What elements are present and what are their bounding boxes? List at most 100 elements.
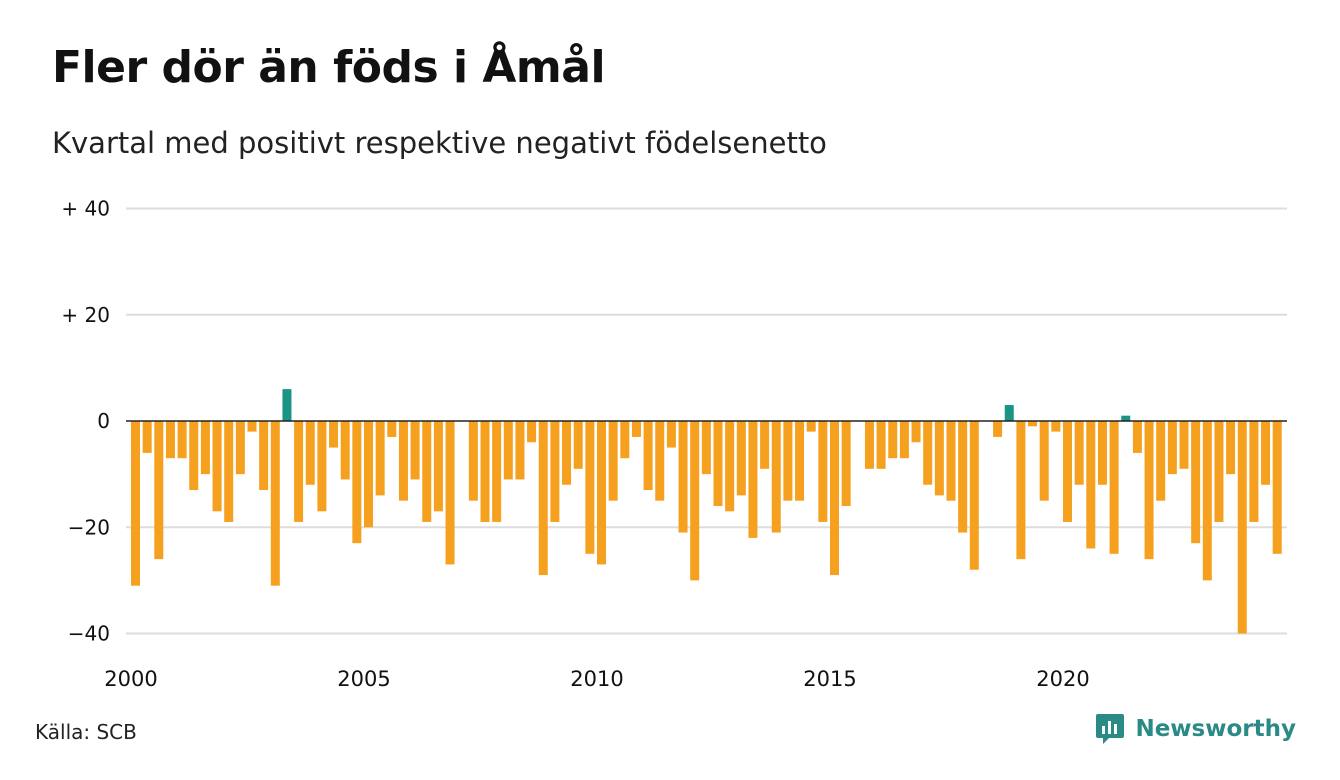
- bar: [492, 421, 502, 522]
- bar: [468, 421, 478, 501]
- bar: [760, 421, 770, 469]
- bar: [1272, 421, 1282, 554]
- bar: [748, 421, 758, 538]
- bar: [480, 421, 490, 522]
- bar: [608, 421, 618, 501]
- bar: [1004, 405, 1014, 421]
- bar: [1132, 421, 1142, 453]
- bar: [259, 421, 269, 491]
- bar: [620, 421, 630, 459]
- bar: [597, 421, 606, 565]
- bar: [235, 421, 245, 475]
- bar: [294, 421, 304, 522]
- brand-name: Newsworthy: [1135, 716, 1296, 742]
- bar: [1097, 421, 1107, 485]
- x-tick-label: 2000: [104, 667, 157, 691]
- bar: [317, 421, 327, 512]
- bar: [154, 421, 164, 560]
- bar: [445, 421, 455, 565]
- bar: [515, 421, 525, 480]
- bar: [690, 421, 700, 581]
- bar: [1039, 421, 1049, 501]
- y-tick-label: −20: [68, 515, 110, 539]
- bar: [736, 421, 746, 496]
- bar: [1028, 421, 1038, 427]
- chart-subtitle: Kvartal med positivt respektive negativt…: [52, 126, 827, 160]
- bar: [305, 421, 315, 485]
- chart-title: Fler dör än föds i Åmål: [52, 42, 606, 93]
- bar: [934, 421, 944, 496]
- bar: [946, 421, 956, 501]
- bar: [643, 421, 653, 491]
- bar: [1202, 421, 1212, 581]
- bar: [1109, 421, 1119, 554]
- bar: [806, 421, 816, 432]
- bar: [923, 421, 933, 485]
- bar: [142, 421, 152, 453]
- bar: [177, 421, 187, 459]
- bar: [783, 421, 793, 501]
- bar: [701, 421, 711, 475]
- bar-chart: + 40 + 20 0 −20 −40 2000 2005 2010 2015 2020: [61, 197, 1287, 691]
- bar: [247, 421, 257, 432]
- bar: [538, 421, 548, 576]
- bar: [1156, 421, 1166, 501]
- bar: [562, 421, 572, 485]
- bar: [1051, 421, 1061, 432]
- bar: [771, 421, 781, 533]
- bar: [364, 421, 373, 528]
- bar: [888, 421, 898, 459]
- bar: [1226, 421, 1236, 475]
- bar: [969, 421, 979, 570]
- bar: [993, 421, 1003, 437]
- bar: [282, 389, 292, 422]
- bar: [585, 421, 595, 554]
- bar: [1016, 421, 1026, 560]
- bar: [375, 421, 385, 496]
- bar: [200, 421, 210, 475]
- bar: [655, 421, 665, 501]
- bar: [911, 421, 921, 443]
- bar: [165, 421, 175, 459]
- bar: [958, 421, 968, 533]
- bar: [830, 421, 839, 576]
- bar: [503, 421, 513, 480]
- bar: [573, 421, 583, 469]
- bar: [666, 421, 676, 448]
- bar: [131, 421, 140, 586]
- bar: [841, 421, 851, 506]
- brand-logo: Newsworthy: [1095, 712, 1296, 746]
- bar: [352, 421, 362, 544]
- bar: [329, 421, 339, 448]
- y-tick-label: + 40: [61, 197, 110, 221]
- bar: [340, 421, 350, 480]
- bar: [678, 421, 688, 533]
- bar: [1144, 421, 1154, 560]
- axes: + 40 + 20 0 −20 −40 2000 2005 2010 2015 2020: [61, 197, 1287, 691]
- bar: [725, 421, 735, 512]
- x-tick-label: 2015: [803, 667, 856, 691]
- y-tick-label: 0: [97, 409, 110, 433]
- bars: [131, 389, 1282, 634]
- bar: [1063, 421, 1072, 522]
- newsworthy-logo-icon: [1096, 714, 1125, 744]
- bar: [433, 421, 443, 512]
- x-tick-label: 2020: [1036, 667, 1089, 691]
- bar: [1237, 421, 1247, 634]
- x-tick-label: 2010: [570, 667, 623, 691]
- bar: [1086, 421, 1096, 549]
- y-tick-label: −40: [68, 622, 110, 646]
- bar: [550, 421, 560, 522]
- bar: [631, 421, 641, 437]
- bar: [1214, 421, 1224, 522]
- bar: [876, 421, 886, 469]
- bar: [818, 421, 828, 522]
- source-note: Källa: SCB: [35, 720, 137, 744]
- bar: [189, 421, 199, 491]
- bar: [713, 421, 723, 506]
- bar: [1191, 421, 1201, 544]
- y-tick-label: + 20: [61, 303, 110, 327]
- bar: [387, 421, 397, 437]
- bar: [527, 421, 537, 443]
- bar: [795, 421, 805, 501]
